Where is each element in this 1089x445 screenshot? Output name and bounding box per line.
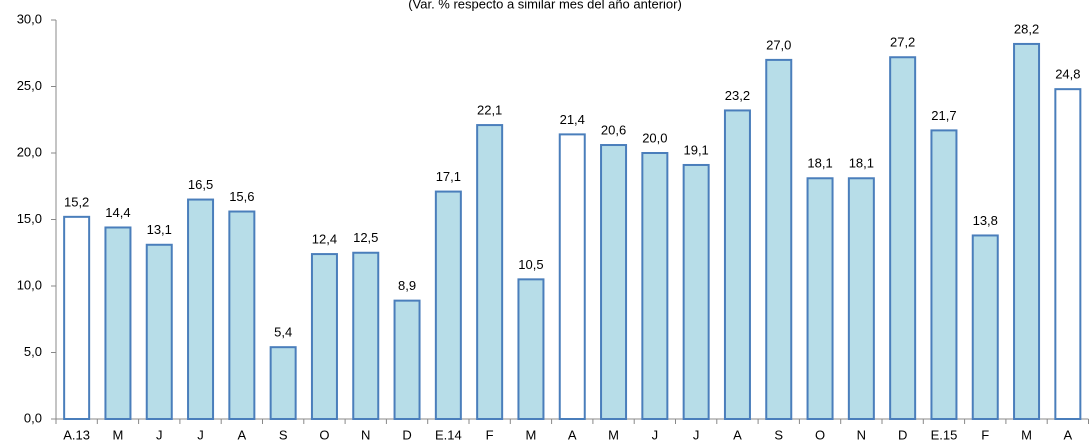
x-tick-label: A: [1064, 427, 1073, 442]
bar: [723, 109, 751, 420]
x-tick-label: N: [857, 427, 866, 442]
value-label: 20,0: [642, 130, 667, 145]
value-label: 20,6: [601, 122, 626, 137]
bar: [187, 198, 215, 420]
x-tick-label: E.15: [931, 427, 958, 442]
bar: [847, 177, 875, 420]
value-label: 27,0: [766, 37, 791, 52]
x-tick-label: A: [733, 427, 742, 442]
x-tick-label: M: [113, 427, 124, 442]
x-tick-label: M: [608, 427, 619, 442]
bar: [228, 210, 256, 420]
x-tick-label: E.14: [435, 427, 462, 442]
value-label: 21,4: [560, 112, 585, 127]
bar: [558, 133, 586, 420]
x-tick-label: J: [156, 427, 163, 442]
x-tick-label: A: [568, 427, 577, 442]
bar: [145, 243, 173, 420]
value-label: 12,4: [312, 232, 337, 247]
value-label: 18,1: [849, 156, 874, 171]
value-label: 27,2: [890, 35, 915, 50]
value-label: 10,5: [518, 257, 543, 272]
bar: [765, 58, 793, 421]
bar: [434, 190, 462, 420]
x-tick-label: J: [652, 427, 659, 442]
value-label: 5,4: [274, 325, 292, 340]
bar: [930, 129, 958, 420]
value-label: 23,2: [725, 88, 750, 103]
value-label: 28,2: [1014, 21, 1039, 36]
bar: [1054, 88, 1082, 420]
value-label: 14,4: [105, 205, 130, 220]
bar: [352, 251, 380, 420]
value-label: 16,5: [188, 177, 213, 192]
bar: [517, 278, 545, 420]
y-tick-label: 25,0: [17, 78, 42, 93]
value-label: 19,1: [683, 142, 708, 157]
value-label: 13,8: [973, 213, 998, 228]
x-tick-label: S: [279, 427, 288, 442]
value-label: 17,1: [436, 169, 461, 184]
bar: [310, 253, 338, 420]
bar: [600, 144, 628, 421]
x-tick-label: F: [981, 427, 989, 442]
x-tick-label: O: [319, 427, 329, 442]
bar: [476, 124, 504, 420]
bar: [682, 163, 710, 420]
x-tick-label: O: [815, 427, 825, 442]
value-label: 24,8: [1055, 67, 1080, 82]
value-label: 12,5: [353, 230, 378, 245]
x-tick-label: F: [486, 427, 494, 442]
x-tick-label: D: [402, 427, 411, 442]
x-tick-label: J: [693, 427, 700, 442]
x-tick-label: A.13: [63, 427, 90, 442]
bar: [806, 177, 834, 420]
bar: [1013, 42, 1041, 420]
x-tick-label: J: [197, 427, 204, 442]
value-label: 15,2: [64, 194, 89, 209]
y-tick-label: 15,0: [17, 211, 42, 226]
value-label: 13,1: [147, 222, 172, 237]
value-label: 18,1: [807, 156, 832, 171]
value-label: 8,9: [398, 278, 416, 293]
y-tick-label: 5,0: [24, 344, 42, 359]
bar: [971, 234, 999, 420]
x-tick-label: M: [1021, 427, 1032, 442]
bar: [104, 226, 132, 420]
bar: [889, 56, 917, 421]
bar: [269, 346, 297, 420]
y-tick-label: 20,0: [17, 144, 42, 159]
y-tick-label: 30,0: [17, 11, 42, 26]
bar: [63, 215, 91, 420]
value-label: 21,7: [931, 108, 956, 123]
y-tick-label: 0,0: [24, 410, 42, 425]
bar: [393, 299, 421, 421]
x-tick-label: M: [526, 427, 537, 442]
x-tick-label: A: [238, 427, 247, 442]
chart-subtitle: (Var. % respecto a similar mes del año a…: [408, 0, 682, 11]
x-tick-label: N: [361, 427, 370, 442]
value-label: 22,1: [477, 103, 502, 118]
value-label: 15,6: [229, 189, 254, 204]
x-tick-label: S: [774, 427, 783, 442]
bar: [641, 152, 669, 420]
y-tick-label: 10,0: [17, 277, 42, 292]
x-tick-label: D: [898, 427, 907, 442]
